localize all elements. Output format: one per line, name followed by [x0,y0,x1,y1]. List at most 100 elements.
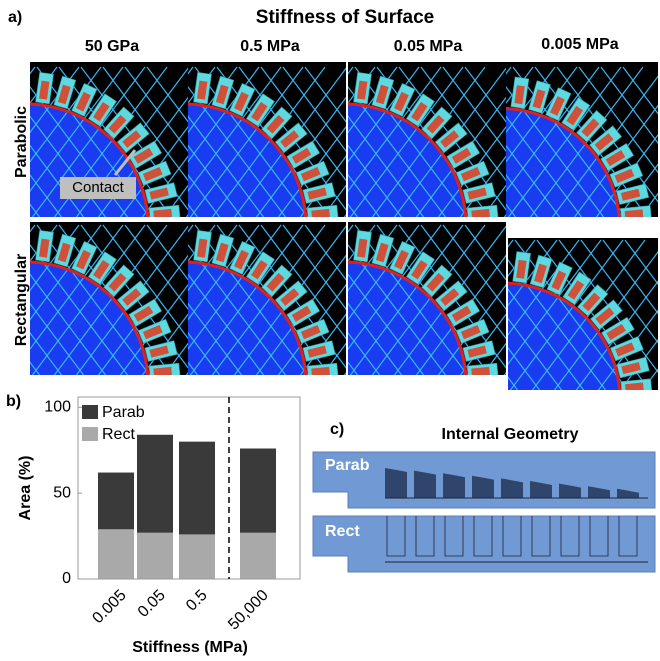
tread-core [291,147,312,164]
mesh [506,144,561,217]
tread-core [393,249,409,270]
mesh [507,66,622,217]
mesh [348,224,442,351]
tread-block [148,204,181,217]
mesh [304,66,346,123]
tread-core [57,242,71,263]
plot-frame [77,396,301,580]
legend-label: Rect [102,426,135,443]
mesh [597,309,658,390]
mesh [188,273,265,375]
tread-core [620,188,641,201]
mesh [437,283,506,375]
tread-block [421,106,453,140]
tread-block [371,233,395,268]
tread-block [71,240,98,275]
tread-block [512,251,532,284]
tread-core [215,84,229,105]
tread-block [128,298,163,327]
contact-arrow [113,149,137,176]
bar-chart: 0 50 100 0.005 0.05 0.5 50,000 Area (%) Stiffnes… [17,396,301,656]
tread-block [609,162,644,188]
tread-core [410,102,428,122]
tread-block [371,75,395,110]
mesh [189,224,304,375]
legend-swatch [82,427,98,441]
tread-core [550,96,565,116]
tread-block [302,182,336,204]
annotation: Contact [72,179,125,196]
mesh [398,66,506,211]
tread-block [462,340,496,362]
cavity [502,516,522,557]
mesh [188,174,221,217]
mesh [282,66,346,152]
mesh [580,239,658,344]
y-tick-label: 0 [62,570,71,587]
mesh [437,125,506,217]
tread-core [514,85,525,105]
mesh [146,66,188,123]
mesh [639,192,658,217]
tread-block [353,229,372,263]
wheel [508,283,620,390]
geometry-label: Parab [325,457,370,474]
tread-core [233,249,249,270]
tread-block [466,362,499,375]
tread-block [229,82,256,117]
tread-core [375,242,389,263]
mesh [349,224,464,375]
tread-block [128,140,163,169]
tread-block [35,71,54,105]
tread-core [440,130,460,148]
tread-core [357,238,368,258]
tread-core [615,342,635,357]
tread-block [609,336,644,362]
tread-block [589,125,623,157]
tread-block [421,264,453,298]
tread-block [286,140,321,169]
mesh [481,184,506,217]
tread-core [534,263,547,284]
tread-block [577,284,609,317]
mesh [556,66,658,203]
tread-block [615,183,650,205]
column-label: 0.05 MPa [394,38,463,55]
tread-block [589,299,623,331]
tread-core [357,80,368,100]
tread-block [211,75,235,110]
cavity [472,475,494,498]
simulation-images [30,62,658,390]
tread-core [581,118,600,138]
tread-core [471,208,490,217]
x-tick-label: 0.005 [89,587,129,627]
mesh [102,66,188,182]
mesh [30,302,85,375]
tread-core [311,366,330,375]
tread-core [624,209,644,217]
tread-core [567,280,585,300]
tread-core [142,166,163,182]
tread-block [286,298,321,327]
tread-core [149,187,169,200]
mesh [348,66,442,193]
tread-block [137,318,172,344]
tread-block [137,160,172,186]
tread-core [133,147,154,164]
simulation-image [348,222,506,375]
mesh [188,224,282,350]
tread-core [375,84,389,105]
tread-block [261,264,293,298]
column-label: 50 GPa [85,38,139,55]
tread-core [426,272,445,292]
mesh [30,224,124,350]
mesh [31,66,146,217]
cavity [588,486,610,498]
tread-block [306,362,339,375]
mesh [602,239,658,315]
x-tick-label: 0.05 [135,587,169,621]
cavity [414,470,436,498]
mesh [188,144,243,217]
mesh [189,66,304,217]
